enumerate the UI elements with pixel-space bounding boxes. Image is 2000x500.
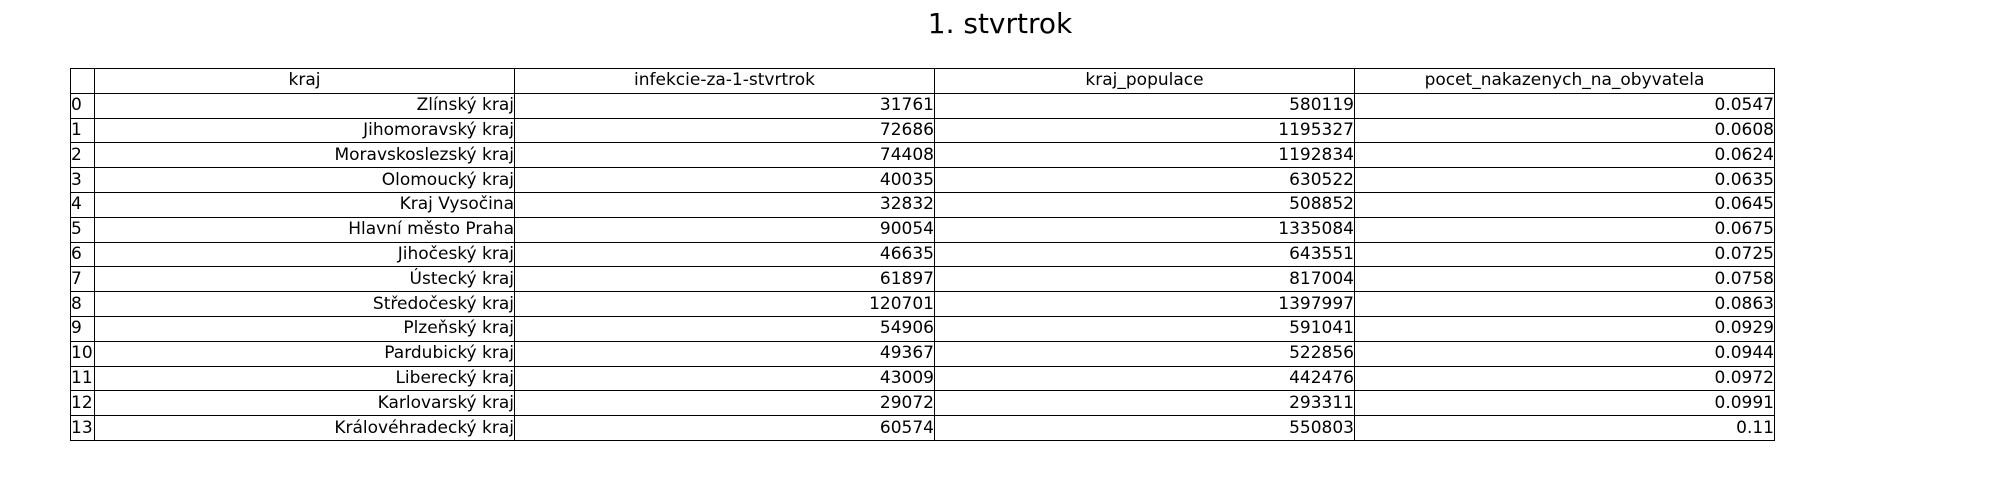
column-header-populace: kraj_populace — [934, 68, 1355, 94]
row-index-cell: 9 — [70, 315, 95, 342]
infekcie-cell: 90054 — [514, 216, 935, 243]
row-index-cell: 11 — [70, 365, 95, 392]
table-row: 11 Liberecký kraj 43009 442476 0.0972 — [70, 365, 1775, 392]
pocet-cell: 0.0758 — [1354, 266, 1775, 293]
pocet-cell: 0.0929 — [1354, 315, 1775, 342]
infekcie-cell: 31761 — [514, 92, 935, 119]
populace-cell: 1335084 — [934, 216, 1355, 243]
pocet-cell: 0.0972 — [1354, 365, 1775, 392]
table-row: 4 Kraj Vysočina 32832 508852 0.0645 — [70, 191, 1775, 218]
table-row: 9 Plzeňský kraj 54906 591041 0.0929 — [70, 315, 1775, 342]
pocet-cell: 0.0863 — [1354, 291, 1775, 317]
kraj-cell: Kraj Vysočina — [94, 191, 515, 218]
populace-cell: 1195327 — [934, 117, 1355, 144]
kraj-cell: Karlovarský kraj — [94, 390, 515, 417]
infekcie-cell: 29072 — [514, 390, 935, 417]
populace-cell: 508852 — [934, 191, 1355, 218]
kraj-cell: Královéhradecký kraj — [94, 415, 515, 441]
pocet-cell: 0.0624 — [1354, 142, 1775, 169]
kraj-cell: Olomoucký kraj — [94, 167, 515, 193]
infekcie-cell: 43009 — [514, 365, 935, 392]
table-row: 8 Středočeský kraj 120701 1397997 0.0863 — [70, 291, 1775, 317]
kraj-cell: Pardubický kraj — [94, 340, 515, 367]
column-header-kraj: kraj — [94, 68, 515, 94]
populace-cell: 1192834 — [934, 142, 1355, 169]
infekcie-cell: 40035 — [514, 167, 935, 193]
kraj-cell: Středočeský kraj — [94, 291, 515, 317]
populace-cell: 580119 — [934, 92, 1355, 119]
populace-cell: 817004 — [934, 266, 1355, 293]
table-row: 5 Hlavní město Praha 90054 1335084 0.0675 — [70, 216, 1775, 243]
row-index-cell: 6 — [70, 241, 95, 268]
row-index-cell: 8 — [70, 291, 95, 317]
corner-cell — [70, 68, 95, 94]
infekcie-cell: 54906 — [514, 315, 935, 342]
row-index-cell: 1 — [70, 117, 95, 144]
pocet-cell: 0.0944 — [1354, 340, 1775, 367]
row-index-cell: 4 — [70, 191, 95, 218]
populace-cell: 442476 — [934, 365, 1355, 392]
table-row: 1 Jihomoravský kraj 72686 1195327 0.0608 — [70, 117, 1775, 144]
table-title: 1. stvrtrok — [927, 7, 1073, 40]
populace-cell: 643551 — [934, 241, 1355, 268]
column-header-infekcie: infekcie-za-1-stvrtrok — [514, 68, 935, 94]
populace-cell: 1397997 — [934, 291, 1355, 317]
infekcie-cell: 32832 — [514, 191, 935, 218]
kraj-cell: Moravskoslezský kraj — [94, 142, 515, 169]
kraj-cell: Hlavní město Praha — [94, 216, 515, 243]
populace-cell: 522856 — [934, 340, 1355, 367]
infekcie-cell: 61897 — [514, 266, 935, 293]
kraj-cell: Plzeňský kraj — [94, 315, 515, 342]
kraj-cell: Liberecký kraj — [94, 365, 515, 392]
data-table: kraj infekcie-za-1-stvrtrok kraj_populac… — [70, 68, 1775, 441]
row-index-cell: 5 — [70, 216, 95, 243]
table-row: 2 Moravskoslezský kraj 74408 1192834 0.0624 — [70, 142, 1775, 169]
row-index-cell: 2 — [70, 142, 95, 169]
kraj-cell: Zlínský kraj — [94, 92, 515, 119]
row-index-cell: 10 — [70, 340, 95, 367]
kraj-cell: Ústecký kraj — [94, 266, 515, 293]
table-row: 10 Pardubický kraj 49367 522856 0.0944 — [70, 340, 1775, 367]
populace-cell: 550803 — [934, 415, 1355, 441]
pocet-cell: 0.0991 — [1354, 390, 1775, 417]
table-row: 13 Královéhradecký kraj 60574 550803 0.11 — [70, 415, 1775, 441]
pocet-cell: 0.0635 — [1354, 167, 1775, 193]
pocet-cell: 0.11 — [1354, 415, 1775, 441]
pocet-cell: 0.0608 — [1354, 117, 1775, 144]
populace-cell: 293311 — [934, 390, 1355, 417]
infekcie-cell: 120701 — [514, 291, 935, 317]
infekcie-cell: 72686 — [514, 117, 935, 144]
table-row: 6 Jihočeský kraj 46635 643551 0.0725 — [70, 241, 1775, 268]
row-index-cell: 13 — [70, 415, 95, 441]
row-index-cell: 0 — [70, 92, 95, 119]
populace-cell: 591041 — [934, 315, 1355, 342]
table-row: 7 Ústecký kraj 61897 817004 0.0758 — [70, 266, 1775, 293]
pocet-cell: 0.0645 — [1354, 191, 1775, 218]
table-row: 3 Olomoucký kraj 40035 630522 0.0635 — [70, 167, 1775, 193]
populace-cell: 630522 — [934, 167, 1355, 193]
column-header-pocet: pocet_nakazenych_na_obyvatela — [1354, 68, 1775, 94]
kraj-cell: Jihočeský kraj — [94, 241, 515, 268]
infekcie-cell: 49367 — [514, 340, 935, 367]
row-index-cell: 7 — [70, 266, 95, 293]
row-index-cell: 12 — [70, 390, 95, 417]
infekcie-cell: 46635 — [514, 241, 935, 268]
pocet-cell: 0.0725 — [1354, 241, 1775, 268]
header-row: kraj infekcie-za-1-stvrtrok kraj_populac… — [70, 68, 1775, 94]
infekcie-cell: 74408 — [514, 142, 935, 169]
kraj-cell: Jihomoravský kraj — [94, 117, 515, 144]
pocet-cell: 0.0675 — [1354, 216, 1775, 243]
table-body: 0 Zlínský kraj 31761 580119 0.0547 1 Jihomorav… — [70, 92, 1775, 441]
pocet-cell: 0.0547 — [1354, 92, 1775, 119]
table-row: 0 Zlínský kraj 31761 580119 0.0547 — [70, 92, 1775, 119]
row-index-cell: 3 — [70, 167, 95, 193]
infekcie-cell: 60574 — [514, 415, 935, 441]
table-row: 12 Karlovarský kraj 29072 293311 0.0991 — [70, 390, 1775, 417]
